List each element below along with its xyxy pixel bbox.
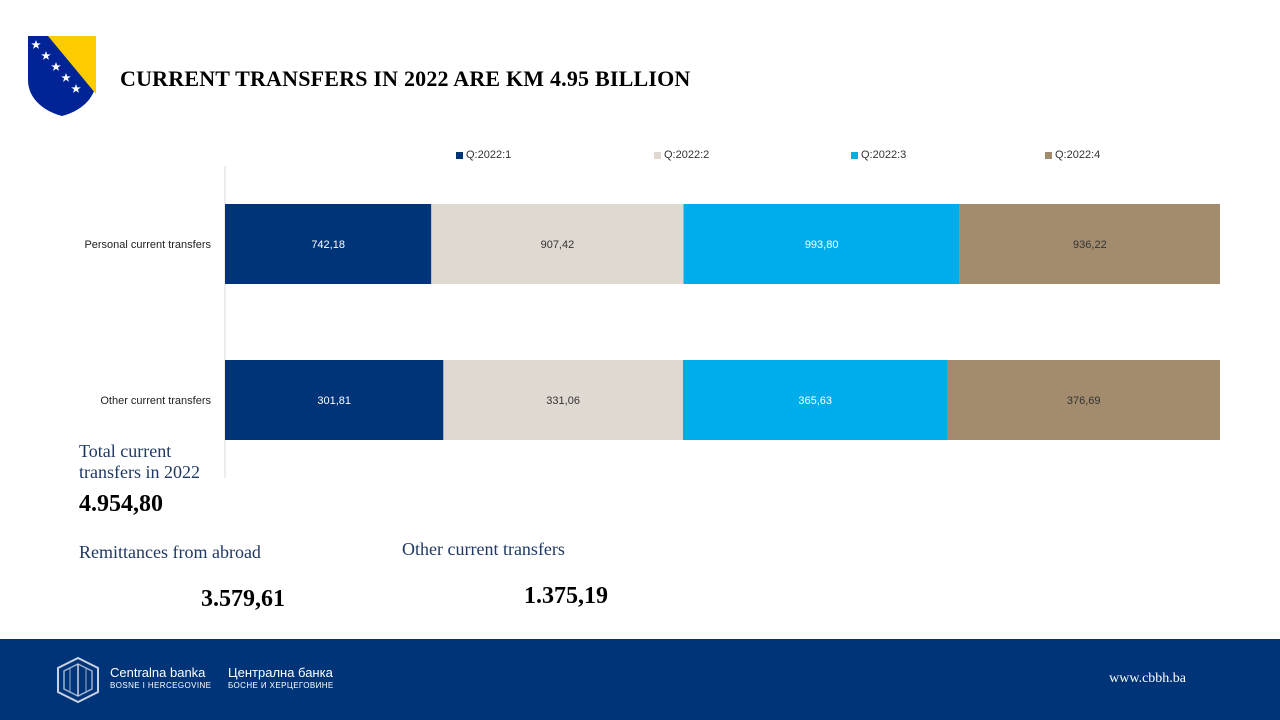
bar-segment xyxy=(443,360,683,440)
bar-data-label: 301,81 xyxy=(317,395,351,407)
bar-data-label: 742,18 xyxy=(311,239,345,251)
legend-swatch-q1 xyxy=(456,151,463,159)
bank-name-latin: Centralna banka xyxy=(110,665,206,680)
legend-swatch-q3 xyxy=(851,151,858,159)
legend-label-q1: Q:2022:1 xyxy=(466,149,512,161)
legend-swatch-q2 xyxy=(654,151,661,159)
legend-swatch-q4 xyxy=(1045,151,1052,159)
legend-label-q3: Q:2022:3 xyxy=(861,149,907,161)
bank-name-cyrillic-block: Централна банка БОСНЕ И ХЕРЦЕГОВИНЕ xyxy=(228,665,334,692)
bank-sub-cyrillic: БОСНЕ И ХЕРЦЕГОВИНЕ xyxy=(228,681,334,690)
bank-name-cyrillic: Централна банка xyxy=(228,665,333,680)
bosnia-coat-of-arms-icon xyxy=(28,36,96,116)
bank-sub-latin: BOSNE I HERCEGOVINE xyxy=(110,681,212,690)
category-label: Personal current transfers xyxy=(84,239,211,251)
bar-data-label: 907,42 xyxy=(541,239,575,251)
other-transfers-label: Other current transfers xyxy=(402,539,565,559)
bar-segment xyxy=(225,360,444,440)
bar-data-label: 936,22 xyxy=(1073,239,1107,251)
bar-segment xyxy=(225,204,432,284)
bar-segment xyxy=(431,204,684,284)
bar-segment xyxy=(959,204,1220,284)
bar-data-label: 993,80 xyxy=(805,239,839,251)
website-link[interactable]: www.cbbh.ba xyxy=(1109,671,1186,686)
legend-item-q3: Q:2022:3 xyxy=(851,149,906,161)
total-transfers-label: Total current transfers in 2022 xyxy=(79,441,200,482)
bar-data-label: 331,06 xyxy=(546,395,580,407)
chart-legend: Q:2022:1 Q:2022:2 Q:2022:3 Q:2022:4 xyxy=(0,149,1280,163)
legend-label-q4: Q:2022:4 xyxy=(1055,149,1101,161)
bar-data-label: 365,63 xyxy=(798,395,832,407)
bank-name-latin-block: Centralna banka BOSNE I HERCEGOVINE xyxy=(110,665,211,692)
legend-item-q2: Q:2022:2 xyxy=(654,149,709,161)
cbbh-logo-icon xyxy=(57,656,99,704)
category-label: Other current transfers xyxy=(100,395,211,407)
remittances-label: Remittances from abroad xyxy=(79,542,261,562)
remittances-value: 3.579,61 xyxy=(201,586,285,612)
bar-data-label: 376,69 xyxy=(1067,395,1101,407)
legend-item-q1: Q:2022:1 xyxy=(456,149,511,161)
legend-item-q4: Q:2022:4 xyxy=(1045,149,1100,161)
other-transfers-value: 1.375,19 xyxy=(524,583,608,609)
bar-segment xyxy=(683,204,960,284)
bar-segment xyxy=(947,360,1220,440)
bar-segment xyxy=(682,360,948,440)
total-transfers-value: 4.954,80 xyxy=(79,491,163,517)
page-title: CURRENT TRANSFERS IN 2022 ARE KM 4.95 BI… xyxy=(120,66,691,91)
legend-label-q2: Q:2022:2 xyxy=(664,149,710,161)
footer-bar: Centralna banka BOSNE I HERCEGOVINE Цент… xyxy=(0,639,1280,720)
